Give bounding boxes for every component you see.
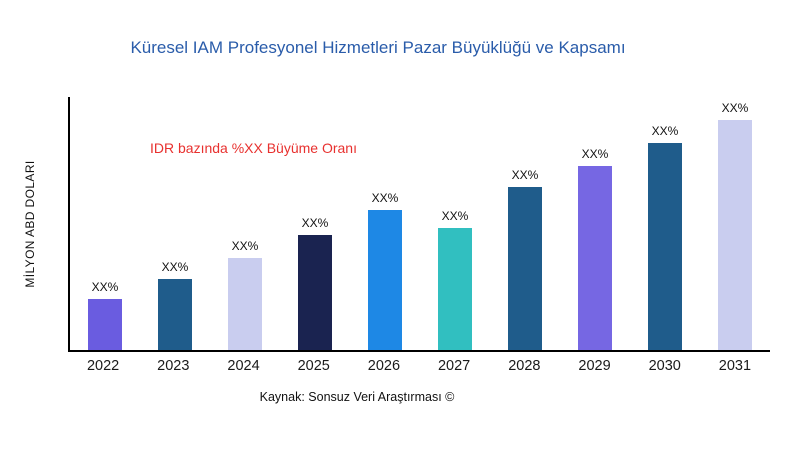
x-tick-label-2025: 2025 — [297, 358, 330, 374]
bar-2028 — [508, 186, 542, 350]
bar-value-label: XX% — [511, 167, 539, 182]
bar-2024 — [228, 258, 262, 350]
bar-2031 — [718, 120, 752, 350]
x-tick-label-2024: 2024 — [227, 358, 260, 374]
bar-value-label: XX% — [301, 216, 329, 230]
x-axis-ticks: 2022 2023 2024 2025 2026 2027 2028 2029 2030 2031 — [68, 358, 770, 374]
y-axis-label: MİLYON ABD DOLARI — [23, 160, 37, 288]
bar-value-label: XX% — [371, 190, 399, 205]
bar-value-label: XX% — [581, 147, 609, 161]
bar-slot: XX% — [630, 97, 700, 350]
x-tick-label-2023: 2023 — [157, 358, 190, 374]
bar-slot: XX% — [350, 97, 420, 350]
bar-2030 — [648, 143, 682, 350]
bar-slot: XX% — [210, 97, 280, 350]
bar-value-label: XX% — [651, 124, 679, 138]
bar-value-label: XX% — [91, 280, 119, 295]
bar-slot: XX% — [560, 97, 630, 350]
bar-2027 — [438, 228, 472, 350]
source-caption: Kaynak: Sonsuz Veri Araştırması © — [259, 390, 455, 404]
x-tick-label-2028: 2028 — [508, 358, 541, 374]
bar-2029 — [578, 166, 612, 350]
bars-row: XX% XX% XX% XX% XX% XX% XX% XX% XX% XX% — [70, 97, 770, 350]
bar-slot: XX% — [70, 97, 140, 350]
bar-value-label: XX% — [231, 239, 259, 253]
growth-annotation: IDR bazında %XX Büyüme Oranı — [150, 140, 357, 156]
bar-slot: XX% — [280, 97, 350, 350]
x-tick-label-2022: 2022 — [86, 358, 120, 374]
x-tick-label-2030: 2030 — [648, 358, 681, 374]
bar-2023 — [158, 278, 192, 350]
bar-slot: XX% — [140, 97, 210, 350]
x-tick-label-2026: 2026 — [367, 358, 401, 374]
bar-slot: XX% — [490, 97, 560, 350]
x-tick-label-2029: 2029 — [578, 358, 611, 374]
bar-value-label: XX% — [721, 101, 749, 115]
plot-area: IDR bazında %XX Büyüme Oranı XX% XX% XX% XX… — [68, 97, 770, 352]
bar-slot: XX% — [420, 97, 490, 350]
bar-2026 — [368, 209, 402, 350]
bar-2022 — [88, 299, 122, 350]
chart-title: Küresel IAM Profesyonel Hizmetleri Pazar… — [130, 38, 626, 57]
bar-value-label: XX% — [441, 209, 469, 224]
bar-slot: XX% — [700, 97, 770, 350]
bar-value-label: XX% — [161, 259, 189, 274]
x-tick-label-2027: 2027 — [437, 358, 471, 374]
bar-2025 — [298, 235, 332, 350]
x-tick-label-2031: 2031 — [718, 358, 752, 374]
